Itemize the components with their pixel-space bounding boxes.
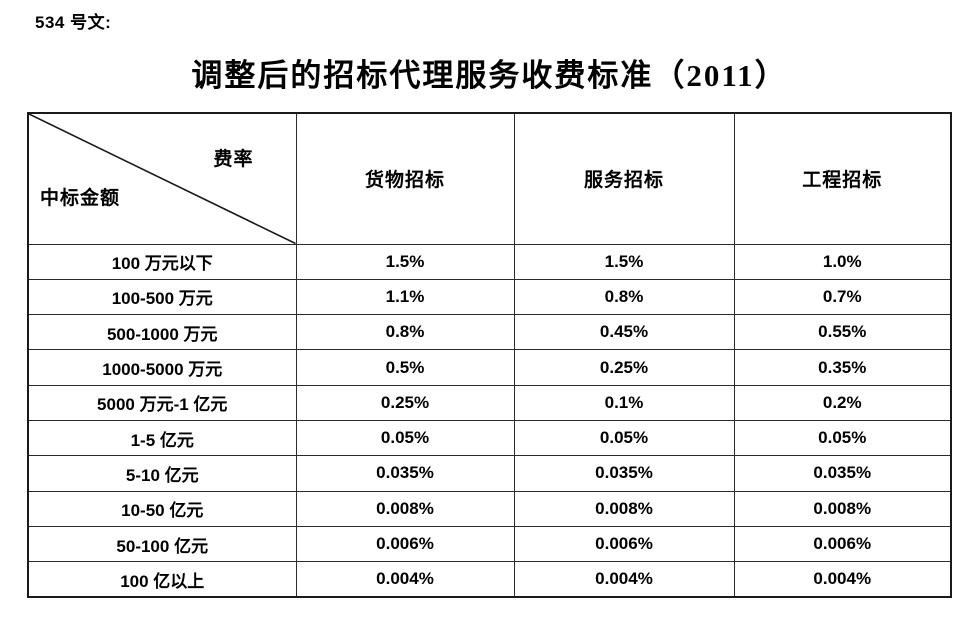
amount-range-cell: 1000-5000 万元 <box>27 349 297 386</box>
amount-range-cell: 100 万元以下 <box>27 243 297 280</box>
rate-cell: 1.0% <box>733 243 952 280</box>
table-row: 50-100 亿元 0.006% 0.006% 0.006% <box>27 525 952 563</box>
table-row: 5000 万元-1 亿元 0.25% 0.1% 0.2% <box>27 384 952 421</box>
amount-range-cell: 1-5 亿元 <box>27 419 297 457</box>
rate-cell: 0.035% <box>295 455 515 492</box>
rate-cell: 1.1% <box>295 278 515 316</box>
corner-bid-amount-label: 中标金额 <box>40 187 121 209</box>
page-title: 调整后的招标代理服务收费标准（2011） <box>191 58 788 93</box>
amount-range-cell: 100-500 万元 <box>27 278 297 316</box>
corner-header-cell: 费率 中标金额 <box>27 112 297 245</box>
rate-cell: 0.05% <box>733 419 952 457</box>
rate-cell: 0.8% <box>513 278 735 316</box>
amount-range-cell: 100 亿以上 <box>27 561 297 598</box>
rate-cell: 0.004% <box>733 561 952 598</box>
rate-cell: 0.25% <box>513 349 735 386</box>
amount-range-cell: 500-1000 万元 <box>27 314 297 351</box>
rate-cell: 0.25% <box>295 384 515 421</box>
table-row: 1000-5000 万元 0.5% 0.25% 0.35% <box>27 349 952 386</box>
rate-cell: 0.8% <box>295 314 515 351</box>
rate-cell: 0.004% <box>295 561 515 598</box>
amount-range-cell: 10-50 亿元 <box>27 490 297 527</box>
rate-cell: 0.035% <box>733 455 952 492</box>
rate-cell: 0.008% <box>513 490 735 527</box>
rate-cell: 0.7% <box>733 278 952 316</box>
amount-range-cell: 5000 万元-1 亿元 <box>27 384 297 421</box>
rate-cell: 0.45% <box>513 314 735 351</box>
table-header-row: 费率 中标金额 货物招标 服务招标 工程招标 <box>27 112 952 245</box>
table-row: 100-500 万元 1.1% 0.8% 0.7% <box>27 278 952 316</box>
rate-cell: 1.5% <box>513 243 735 280</box>
table-row: 100 万元以下 1.5% 1.5% 1.0% <box>27 243 952 280</box>
rate-cell: 0.008% <box>733 490 952 527</box>
rate-cell: 0.35% <box>733 349 952 386</box>
fee-rate-table: 费率 中标金额 货物招标 服务招标 工程招标 100 万元以下 1.5% 1.5… <box>27 112 952 598</box>
rate-cell: 0.004% <box>513 561 735 598</box>
rate-cell: 0.006% <box>295 525 515 563</box>
column-header-service-bidding: 服务招标 <box>513 112 735 245</box>
rate-cell: 1.5% <box>295 243 515 280</box>
rate-cell: 0.05% <box>295 419 515 457</box>
table-row: 5-10 亿元 0.035% 0.035% 0.035% <box>27 455 952 492</box>
rate-cell: 0.035% <box>513 455 735 492</box>
column-header-goods-bidding: 货物招标 <box>295 112 515 245</box>
amount-range-cell: 5-10 亿元 <box>27 455 297 492</box>
rate-cell: 0.006% <box>733 525 952 563</box>
table-row: 500-1000 万元 0.8% 0.45% 0.55% <box>27 314 952 351</box>
table-row: 100 亿以上 0.004% 0.004% 0.004% <box>27 561 952 598</box>
rate-cell: 0.006% <box>513 525 735 563</box>
column-header-engineering-bidding: 工程招标 <box>733 112 952 245</box>
table-row: 1-5 亿元 0.05% 0.05% 0.05% <box>27 419 952 457</box>
amount-range-cell: 50-100 亿元 <box>27 525 297 563</box>
rate-cell: 0.1% <box>513 384 735 421</box>
diagonal-divider-line <box>29 114 296 244</box>
rate-cell: 0.5% <box>295 349 515 386</box>
rate-cell: 0.008% <box>295 490 515 527</box>
table-row: 10-50 亿元 0.008% 0.008% 0.008% <box>27 490 952 527</box>
rate-cell: 0.55% <box>733 314 952 351</box>
corner-fee-rate-label: 费率 <box>213 149 254 170</box>
document-number-label: 534 号文: <box>35 13 112 32</box>
rate-cell: 0.05% <box>513 419 735 457</box>
rate-cell: 0.2% <box>733 384 952 421</box>
